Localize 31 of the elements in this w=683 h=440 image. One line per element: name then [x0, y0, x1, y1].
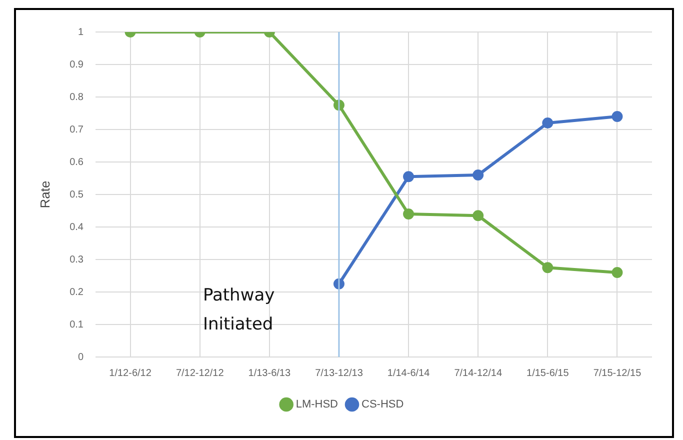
y-tick-label: 0.9	[70, 59, 84, 70]
x-tick-label: 7/13-12/13	[315, 368, 364, 379]
x-tick-label: 1/12-6/12	[109, 368, 152, 379]
y-tick-label: 0.6	[70, 156, 84, 168]
y-tick-label: 0.4	[70, 222, 84, 233]
point	[612, 267, 623, 278]
x-tick-label: 1/14-6/14	[387, 368, 430, 379]
y-tick-label: 0.3	[70, 254, 84, 266]
x-tick-label: 1/15-6/15	[526, 368, 570, 379]
y-tick-label: 0.7	[70, 124, 84, 136]
point	[542, 262, 554, 274]
y-tick-label: 0.8	[70, 92, 84, 103]
y-tick-label: 1	[78, 26, 84, 38]
point	[403, 171, 414, 182]
legend-label: LM-HSD	[296, 398, 338, 411]
y-axis-title: Rate	[37, 180, 52, 208]
annotation: Pathway Initiated	[202, 285, 275, 334]
point	[612, 111, 623, 122]
y-tick-label: 0.2	[70, 286, 84, 298]
point	[472, 170, 484, 180]
point	[472, 210, 484, 222]
point	[403, 208, 414, 220]
x-tick-label: 7/14-12/14	[454, 368, 502, 379]
y-tick-label: 0.1	[70, 319, 84, 330]
x-tick-label: 7/15-12/15	[593, 368, 642, 379]
legend-label: CS-HSD	[362, 398, 404, 411]
point	[542, 118, 554, 128]
x-tick-label: 1/13-6/13	[248, 368, 291, 379]
y-tick-label: 0.5	[70, 189, 84, 200]
x-tick-label: 7/12-12/12	[176, 368, 224, 379]
y-tick-label: 0	[78, 352, 84, 363]
